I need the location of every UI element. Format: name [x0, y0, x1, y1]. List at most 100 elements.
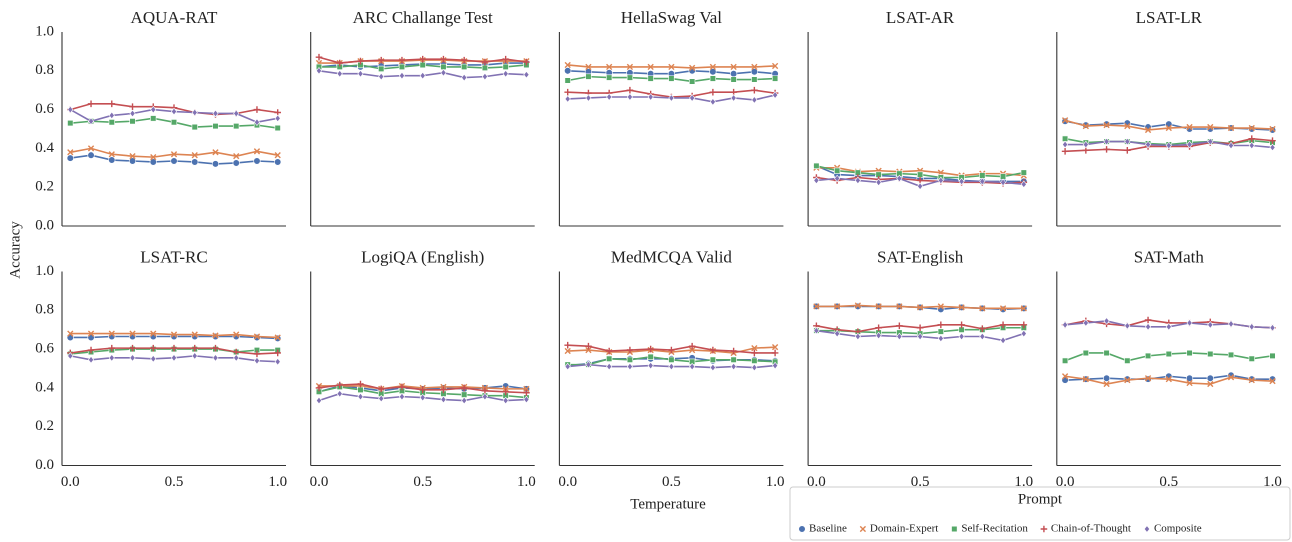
marker — [689, 358, 696, 365]
marker — [212, 354, 219, 362]
marker — [170, 157, 178, 165]
marker — [1186, 379, 1193, 387]
y-axis-label: Accuracy — [7, 221, 23, 279]
marker — [502, 392, 509, 399]
marker — [1165, 323, 1172, 331]
marker — [108, 156, 116, 164]
marker — [67, 352, 74, 360]
x-tick-label: 0.0 — [1056, 474, 1075, 490]
marker — [274, 124, 281, 132]
marker — [751, 96, 758, 104]
marker — [253, 157, 261, 165]
marker — [129, 109, 136, 118]
marker — [585, 73, 592, 80]
x-tick-label: 1.0 — [766, 474, 785, 490]
marker — [212, 109, 219, 118]
marker — [875, 171, 882, 178]
marker — [66, 154, 74, 162]
marker — [688, 342, 696, 350]
legend-box — [789, 486, 1291, 541]
marker — [854, 169, 861, 176]
marker — [626, 362, 633, 371]
marker — [1062, 321, 1069, 329]
marker — [398, 63, 406, 71]
x-tick-label: 0.0 — [558, 474, 577, 490]
marker — [730, 356, 737, 363]
marker — [440, 55, 447, 63]
marker — [958, 177, 965, 186]
marker — [191, 152, 198, 159]
marker — [771, 349, 779, 357]
marker — [896, 170, 903, 177]
marker — [834, 303, 841, 310]
marker — [67, 149, 74, 156]
marker — [336, 69, 343, 78]
marker — [460, 384, 468, 392]
marker — [481, 72, 488, 81]
marker — [1248, 135, 1256, 142]
marker — [771, 358, 779, 365]
marker — [1269, 377, 1276, 385]
legend-marker — [951, 525, 958, 533]
panel-title: LSAT-LR — [1136, 8, 1203, 27]
panel-title: HellaSwag Val — [621, 8, 722, 27]
marker — [1124, 322, 1131, 330]
marker — [896, 329, 903, 336]
marker — [502, 55, 509, 63]
marker — [564, 61, 571, 69]
marker — [1248, 141, 1255, 150]
marker — [1206, 374, 1214, 382]
marker — [378, 65, 385, 72]
marker — [668, 63, 675, 71]
x-tick-label: 0.5 — [911, 474, 930, 490]
marker — [253, 356, 260, 365]
marker — [1124, 137, 1131, 146]
marker — [730, 362, 737, 371]
marker — [1103, 380, 1110, 388]
x-tick-label: 1.0 — [1263, 474, 1282, 490]
marker — [440, 390, 447, 397]
marker — [647, 361, 654, 370]
marker — [1020, 329, 1027, 338]
marker — [606, 362, 613, 371]
marker — [854, 302, 862, 309]
marker — [1186, 349, 1193, 357]
marker — [1103, 317, 1110, 325]
marker — [440, 63, 447, 71]
marker — [1207, 123, 1214, 131]
marker — [1207, 137, 1214, 146]
marker — [1061, 135, 1069, 142]
marker — [626, 346, 634, 354]
marker — [1062, 140, 1069, 149]
marker — [771, 344, 779, 351]
x-tick-label: 1.0 — [268, 474, 287, 490]
marker — [253, 333, 261, 340]
marker — [461, 73, 468, 82]
marker — [523, 58, 530, 66]
marker — [709, 75, 716, 82]
x-tick-label: 1.0 — [517, 474, 536, 490]
marker — [813, 303, 820, 310]
marker — [1186, 140, 1193, 149]
marker — [150, 115, 157, 122]
marker — [875, 178, 882, 187]
marker — [212, 332, 219, 339]
marker — [191, 344, 199, 352]
marker — [1269, 125, 1276, 133]
marker — [564, 67, 572, 75]
marker — [751, 63, 758, 71]
marker — [875, 331, 882, 340]
marker — [1145, 140, 1152, 149]
marker — [1103, 146, 1110, 153]
marker — [626, 356, 634, 363]
marker — [1061, 117, 1069, 124]
marker — [233, 122, 240, 130]
marker — [937, 328, 944, 335]
marker — [999, 321, 1007, 329]
marker — [170, 354, 178, 362]
legend-label: Chain-of-Thought — [1051, 523, 1131, 535]
marker — [564, 88, 571, 96]
marker — [67, 120, 74, 127]
marker — [232, 159, 240, 167]
marker — [377, 56, 385, 64]
